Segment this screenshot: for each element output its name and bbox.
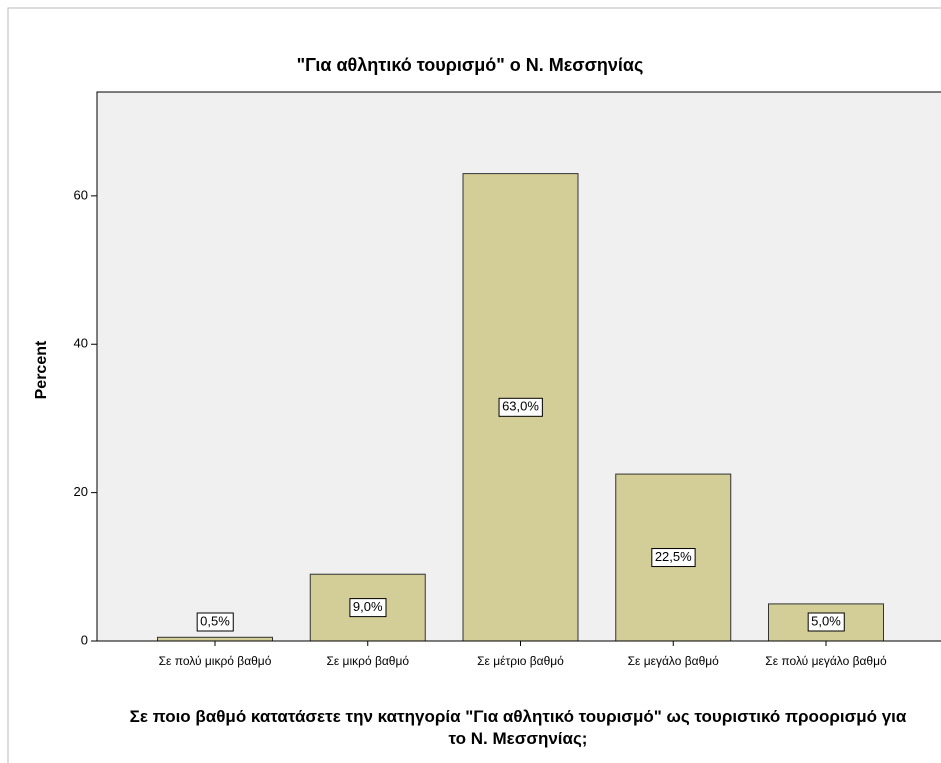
- value-label: 63,0%: [502, 399, 539, 414]
- x-tick-label: Σε πολύ μεγάλο βαθμό: [765, 654, 887, 668]
- y-tick-label: 20: [74, 484, 88, 499]
- x-axis-label: Σε ποιο βαθμό κατατάσετε την κατηγορία "…: [129, 707, 907, 748]
- value-label-box: [349, 598, 387, 618]
- y-axis-label: Percent: [33, 340, 50, 399]
- x-tick-label: Σε μικρό βαθμό: [326, 654, 410, 668]
- x-tick-label: Σε μεγάλο βαθμό: [627, 654, 719, 668]
- value-label-box: [498, 397, 543, 417]
- value-label-box: [196, 612, 234, 632]
- y-tick-label: 60: [74, 187, 88, 202]
- x-tick-label: Σε μέτριο βαθμό: [477, 654, 564, 668]
- value-label-box: [651, 548, 696, 568]
- bar: [157, 636, 273, 642]
- value-label: 9,0%: [353, 599, 383, 614]
- y-tick-label: 0: [81, 632, 88, 647]
- value-label: 22,5%: [655, 549, 692, 564]
- frame: [7, 7, 941, 763]
- value-label-box: [807, 612, 845, 632]
- value-label: 0,5%: [200, 613, 230, 628]
- x-tick-label: Σε πολύ μικρό βαθμό: [158, 654, 272, 668]
- y-tick-label: 40: [74, 336, 88, 351]
- chart-title: "Για αθλητικό τουρισμό" ο Ν. Μεσσηνίας: [297, 55, 644, 75]
- value-label: 5,0%: [811, 613, 841, 628]
